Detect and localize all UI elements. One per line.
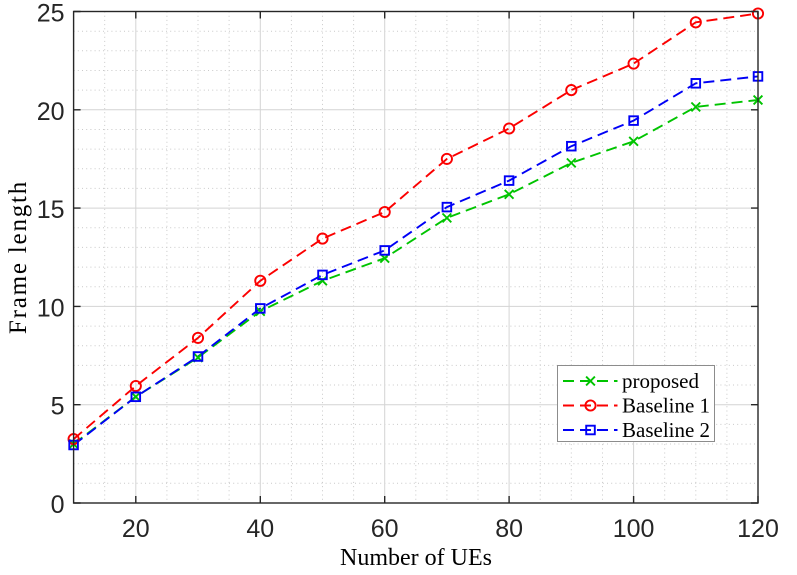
svg-text:80: 80	[495, 515, 523, 543]
svg-text:10: 10	[37, 294, 65, 322]
svg-text:20: 20	[122, 515, 150, 543]
svg-text:25: 25	[37, 0, 65, 28]
svg-text:60: 60	[371, 515, 399, 543]
svg-text:0: 0	[51, 491, 65, 519]
svg-text:Baseline 2: Baseline 2	[622, 418, 710, 442]
svg-text:20: 20	[37, 98, 65, 126]
svg-text:120: 120	[737, 515, 779, 543]
svg-text:5: 5	[51, 393, 65, 421]
svg-text:40: 40	[246, 515, 274, 543]
svg-text:Number of UEs: Number of UEs	[340, 545, 492, 571]
svg-text:Baseline 1: Baseline 1	[622, 394, 710, 418]
svg-text:Frame length: Frame length	[5, 180, 32, 334]
svg-text:15: 15	[37, 196, 65, 224]
svg-text:100: 100	[613, 515, 655, 543]
svg-text:proposed: proposed	[622, 369, 699, 393]
